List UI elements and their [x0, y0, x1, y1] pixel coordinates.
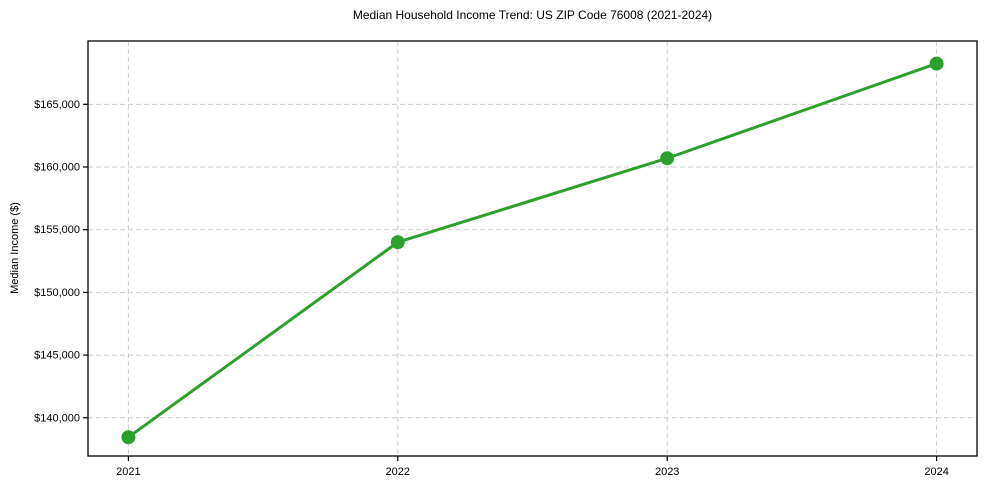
y-tick-label: $145,000: [34, 350, 80, 362]
x-tick-label: 2024: [924, 466, 948, 478]
chart-title: Median Household Income Trend: US ZIP Co…: [352, 8, 713, 22]
data-point-2021: [121, 430, 136, 445]
y-tick-label: $150,000: [34, 287, 80, 299]
x-tick-label: 2021: [116, 466, 140, 478]
plot-border: [87, 40, 978, 457]
x-tick-label: 2023: [655, 466, 679, 478]
y-tick-label: $155,000: [34, 224, 80, 236]
y-tick-label: $165,000: [34, 99, 80, 111]
data-point-2024: [929, 56, 944, 71]
y-tick-label: $140,000: [34, 412, 80, 424]
y-tick-label: $160,000: [34, 162, 80, 174]
trend-line: [126, 62, 939, 439]
data-point-2023: [660, 151, 675, 166]
data-point-2022: [390, 235, 405, 250]
y-axis-label: Median Income ($): [9, 202, 21, 294]
x-tick-label: 2022: [386, 466, 410, 478]
